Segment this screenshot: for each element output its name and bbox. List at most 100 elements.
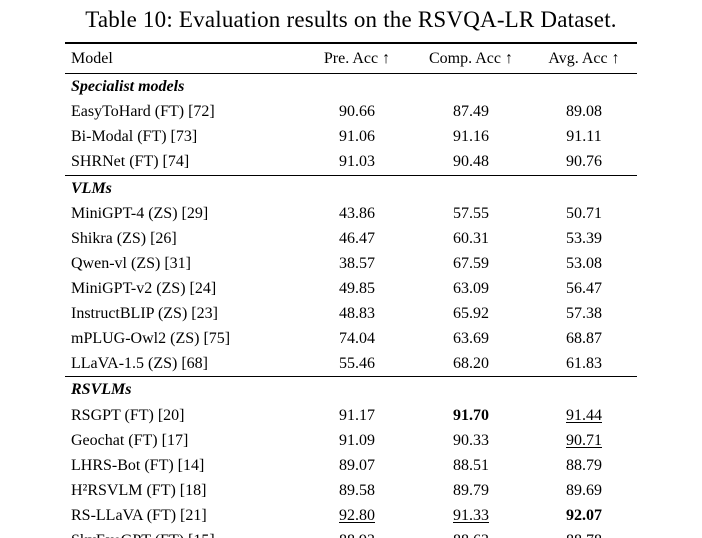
metric-value: 53.39: [566, 229, 602, 247]
column-header-comp-acc: Comp. Acc ↑: [411, 42, 531, 75]
metric-value: 60.31: [453, 229, 489, 247]
column-header-pre-acc: Pre. Acc ↑: [303, 42, 411, 75]
model-name: SkyEyeGPT (FT) [15]: [65, 528, 303, 538]
value-cell: 89.79: [411, 478, 531, 503]
value-cell: 50.71: [531, 201, 637, 226]
section-header-label: VLMs: [65, 174, 637, 201]
table-row: MiniGPT-4 (ZS) [29] 43.86 57.55 50.71: [65, 201, 637, 226]
metric-value: 88.63: [453, 532, 489, 538]
value-cell: 89.69: [531, 478, 637, 503]
value-cell: 91.06: [303, 124, 411, 149]
value-cell: 90.76: [531, 149, 637, 175]
value-cell: 46.47: [303, 226, 411, 251]
value-cell: 88.51: [411, 453, 531, 478]
metric-value: 61.83: [566, 355, 602, 373]
table-body: Specialist models EasyToHard (FT) [72] 90.…: [65, 74, 637, 538]
model-name: mPLUG-Owl2 (ZS) [75]: [71, 330, 231, 348]
metric-value: 57.55: [453, 204, 489, 222]
metric-value: 67.59: [453, 254, 489, 272]
value-cell: 65.92: [411, 301, 531, 326]
metric-value: 88.78: [566, 532, 602, 538]
table-row: Geochat (FT) [17] 91.09 90.33 90.71: [65, 428, 637, 453]
metric-value: 48.83: [339, 305, 375, 323]
metric-value: 89.08: [566, 103, 602, 121]
section-header-row: Specialist models: [65, 74, 637, 100]
metric-value: 91.17: [339, 406, 375, 424]
value-cell: 91.11: [531, 124, 637, 149]
value-cell: 91.16: [411, 124, 531, 149]
value-cell: 89.58: [303, 478, 411, 503]
metric-value: 92.07: [566, 506, 602, 524]
model-name: RSGPT (FT) [20]: [71, 406, 185, 424]
model-name: InstructBLIP (ZS) [23]: [71, 305, 218, 323]
model-name: RS-LLaVA (FT) [21]: [71, 506, 207, 524]
metric-value: 91.11: [566, 128, 602, 146]
value-cell: 89.08: [531, 99, 637, 124]
table-row: InstructBLIP (ZS) [23] 48.83 65.92 57.38: [65, 301, 637, 326]
metric-value: 68.87: [566, 330, 602, 348]
metric-value: 74.04: [339, 330, 375, 348]
value-cell: 61.83: [531, 351, 637, 377]
table-row: mPLUG-Owl2 (ZS) [75] 74.04 63.69 68.87: [65, 326, 637, 351]
value-cell: 90.66: [303, 99, 411, 124]
metric-value: 46.47: [339, 229, 375, 247]
metric-value: 50.71: [566, 204, 602, 222]
value-cell: 67.59: [411, 251, 531, 276]
section-header-label: Specialist models: [71, 78, 185, 96]
value-cell: 90.48: [411, 149, 531, 175]
model-name: MiniGPT-v2 (ZS) [24]: [71, 279, 217, 297]
value-cell: 92.07: [531, 503, 637, 528]
value-cell: 38.57: [303, 251, 411, 276]
metric-value: 92.80: [339, 506, 375, 524]
value-cell: 63.69: [411, 326, 531, 351]
value-cell: 74.04: [303, 326, 411, 351]
metric-value: 56.47: [566, 279, 602, 297]
value-cell: 55.46: [303, 351, 411, 377]
column-header-model: Model: [65, 42, 303, 75]
value-cell: 90.71: [531, 428, 637, 453]
metric-value: 91.16: [453, 128, 489, 146]
value-cell: 91.44: [531, 403, 637, 428]
metric-value: 91.70: [453, 406, 489, 424]
model-name: Shikra (ZS) [26]: [71, 229, 177, 247]
section-header-label: RSVLMs: [65, 376, 637, 403]
model-name: MiniGPT-4 (ZS) [29]: [71, 204, 209, 222]
column-header-avg-acc: Avg. Acc ↑: [531, 42, 637, 75]
value-cell: 91.09: [303, 428, 411, 453]
metric-value: 65.92: [453, 305, 489, 323]
value-cell: 88.63: [411, 528, 531, 538]
metric-value: 90.48: [453, 153, 489, 171]
value-cell: 57.55: [411, 201, 531, 226]
metric-value: 90.76: [566, 153, 602, 171]
metric-value: 57.38: [566, 305, 602, 323]
metric-value: 91.44: [566, 406, 602, 424]
table-row: EasyToHard (FT) [72] 90.66 87.49 89.08: [65, 99, 637, 124]
value-cell: 53.39: [531, 226, 637, 251]
table-row: MiniGPT-v2 (ZS) [24] 49.85 63.09 56.47: [65, 276, 637, 301]
metric-value: 43.86: [339, 204, 375, 222]
value-cell: 68.20: [411, 351, 531, 377]
value-cell: 57.38: [531, 301, 637, 326]
table-row: Qwen-vl (ZS) [31] 38.57 67.59 53.08: [65, 251, 637, 276]
metric-value: 63.69: [453, 330, 489, 348]
metric-value: 53.08: [566, 254, 602, 272]
metric-value: 38.57: [339, 254, 375, 272]
value-cell: 91.70: [411, 403, 531, 428]
value-cell: 87.49: [411, 99, 531, 124]
table-row: Bi-Modal (FT) [73] 91.06 91.16 91.11: [65, 124, 637, 149]
model-name: H²RSVLM (FT) [18]: [71, 481, 207, 499]
value-cell: 91.03: [303, 149, 411, 175]
table-header: Model Pre. Acc ↑ Comp. Acc ↑ Avg. Acc ↑: [65, 42, 637, 75]
value-cell: 88.78: [531, 528, 637, 538]
metric-value: 89.58: [339, 481, 375, 499]
metric-value: 90.66: [339, 103, 375, 121]
metric-value: 89.69: [566, 481, 602, 499]
table-row: RSGPT (FT) [20] 91.17 91.70 91.44: [65, 403, 637, 428]
value-cell: 49.85: [303, 276, 411, 301]
value-cell: 43.86: [303, 201, 411, 226]
results-table: Model Pre. Acc ↑ Comp. Acc ↑ Avg. Acc ↑ …: [65, 42, 637, 538]
model-name: LLaVA-1.5 (ZS) [68]: [71, 355, 209, 373]
metric-value: 91.03: [339, 153, 375, 171]
metric-value: 91.09: [339, 431, 375, 449]
